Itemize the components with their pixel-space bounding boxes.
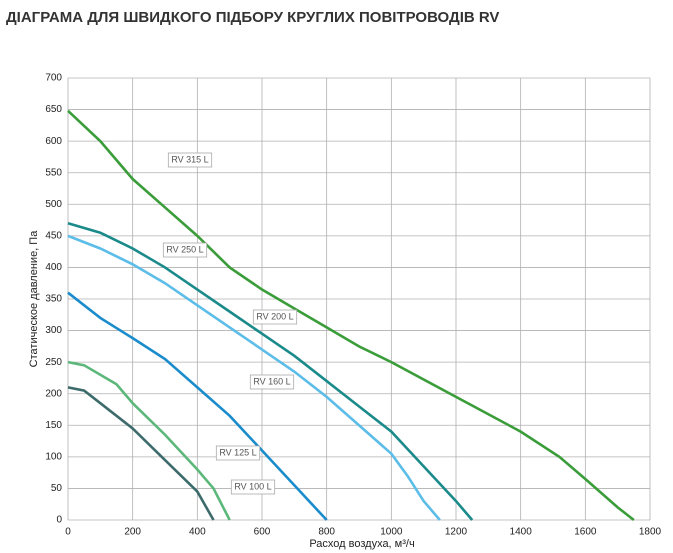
line bbox=[67, 360, 231, 521]
x-tick-label: 0 bbox=[65, 527, 71, 538]
label-box bbox=[230, 479, 276, 495]
y-tick-label: 100 bbox=[45, 451, 62, 462]
x-tick-label: 1000 bbox=[380, 527, 403, 538]
series-name: RV 250 L bbox=[166, 244, 203, 254]
series-label: RV 250 L bbox=[162, 242, 208, 258]
series-label: RV 200 L bbox=[252, 309, 298, 325]
y-tick-label: 600 bbox=[45, 136, 62, 147]
y-tick-label: 700 bbox=[45, 73, 62, 84]
label-box bbox=[167, 152, 213, 168]
label-box bbox=[252, 309, 298, 325]
y-tick-label: 350 bbox=[45, 294, 62, 305]
series-label: RV 100 L bbox=[230, 479, 276, 495]
series-label: RV 125 L bbox=[215, 445, 261, 461]
y-tick-label: 200 bbox=[45, 388, 62, 399]
series-label: RV 315 L bbox=[167, 152, 213, 168]
x-tick-label: 200 bbox=[124, 527, 141, 538]
x-tick-label: 400 bbox=[189, 527, 206, 538]
x-tick-label: 600 bbox=[254, 527, 271, 538]
x-tick-label: 1200 bbox=[445, 527, 468, 538]
y-axis-label: Статическое давление, Па bbox=[28, 230, 40, 368]
line bbox=[67, 386, 215, 521]
y-tick-label: 0 bbox=[56, 515, 62, 526]
y-tick-label: 450 bbox=[45, 230, 62, 241]
y-tick-label: 50 bbox=[51, 483, 63, 494]
line bbox=[67, 234, 441, 521]
y-tick-label: 650 bbox=[45, 104, 62, 115]
series-label: RV 160 L bbox=[249, 374, 295, 390]
x-tick-label: 1600 bbox=[574, 527, 597, 538]
y-tick-label: 550 bbox=[45, 167, 62, 178]
y-tick-label: 250 bbox=[45, 357, 62, 368]
label-box bbox=[215, 445, 261, 461]
x-tick-label: 1400 bbox=[510, 527, 533, 538]
series-name: RV 125 L bbox=[219, 447, 256, 457]
line bbox=[67, 109, 635, 522]
y-tick-label: 400 bbox=[45, 262, 62, 273]
line bbox=[67, 221, 474, 521]
label-box bbox=[249, 374, 295, 390]
x-axis-label: Расход воздуха, м³/ч bbox=[309, 538, 414, 550]
x-tick-label: 800 bbox=[318, 527, 335, 538]
series-name: RV 200 L bbox=[256, 311, 293, 321]
y-tick-label: 300 bbox=[45, 325, 62, 336]
line bbox=[67, 291, 328, 521]
series-name: RV 315 L bbox=[171, 154, 208, 164]
y-tick-label: 500 bbox=[45, 199, 62, 210]
series-name: RV 100 L bbox=[234, 481, 271, 491]
label-box bbox=[162, 242, 208, 258]
chart-title: ДІАГРАМА ДЛЯ ШВИДКОГО ПІДБОРУ КРУГЛИХ ПО… bbox=[6, 9, 499, 26]
y-tick-label: 150 bbox=[45, 420, 62, 431]
x-tick-label: 1800 bbox=[639, 527, 662, 538]
series-name: RV 160 L bbox=[253, 376, 290, 386]
